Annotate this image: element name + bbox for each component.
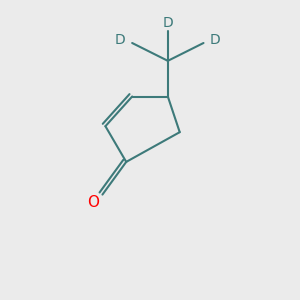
Text: D: D <box>163 16 173 30</box>
Text: O: O <box>88 194 100 209</box>
Text: D: D <box>115 33 126 47</box>
Text: D: D <box>210 33 221 47</box>
